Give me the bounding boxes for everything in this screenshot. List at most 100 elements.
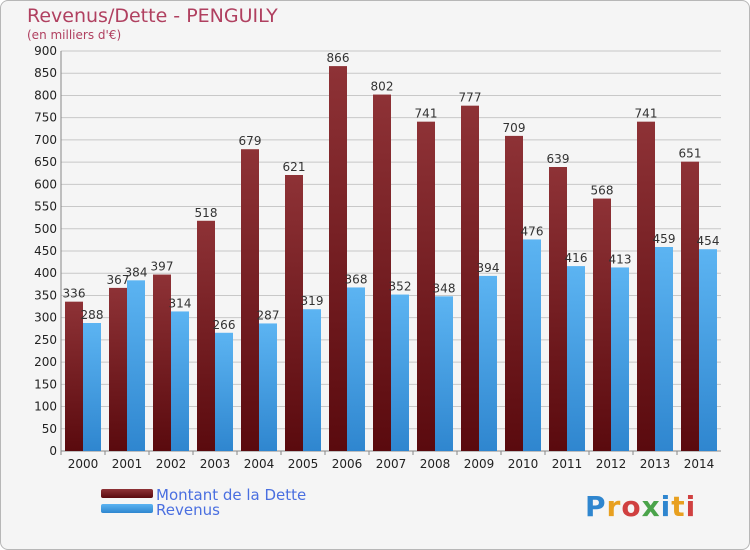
bars-layer — [65, 66, 717, 452]
bar-dette — [505, 135, 523, 451]
y-tick-label: 50 — [42, 422, 57, 436]
data-label-revenus: 416 — [565, 251, 588, 265]
bar-revenus — [655, 247, 673, 451]
data-label-dette: 741 — [635, 107, 658, 121]
data-label-revenus: 319 — [301, 294, 324, 308]
data-label-dette: 802 — [371, 80, 394, 94]
data-label-dette: 568 — [591, 184, 614, 198]
data-label-dette: 741 — [415, 107, 438, 121]
y-tick-label: 800 — [34, 88, 57, 102]
legend-swatch-revenus — [101, 504, 153, 513]
bar-dette — [153, 274, 171, 451]
bar-dette — [549, 167, 567, 451]
data-label-revenus: 394 — [477, 261, 500, 275]
bar-revenus — [611, 267, 629, 451]
x-tick-label: 2003 — [200, 457, 231, 471]
data-label-revenus: 348 — [433, 281, 456, 295]
bar-revenus — [479, 275, 497, 451]
bar-dette — [65, 301, 83, 451]
bar-revenus — [303, 309, 321, 451]
logo-letter: o — [621, 490, 642, 523]
x-tick-label: 2008 — [420, 457, 451, 471]
y-tick-label: 500 — [34, 222, 57, 236]
data-label-dette: 651 — [679, 147, 702, 161]
data-label-dette: 367 — [107, 273, 130, 287]
data-label-dette: 397 — [151, 260, 174, 274]
bar-revenus — [699, 249, 717, 451]
data-label-revenus: 476 — [521, 224, 544, 238]
x-tick-label: 2013 — [640, 457, 671, 471]
y-tick-label: 200 — [34, 355, 57, 369]
legend-label-dette: Montant de la Dette — [156, 486, 307, 504]
bar-revenus — [83, 323, 101, 451]
y-tick-label: 450 — [34, 244, 57, 258]
bar-dette — [197, 220, 215, 451]
data-label-dette: 866 — [327, 51, 350, 65]
bar-dette — [373, 94, 391, 452]
logo-letter: i — [660, 490, 672, 523]
data-label-dette: 639 — [547, 152, 570, 166]
x-tick-label: 2014 — [684, 457, 715, 471]
data-label-revenus: 266 — [213, 318, 236, 332]
bar-dette — [593, 198, 611, 451]
bar-dette — [285, 175, 303, 451]
y-tick-label: 550 — [34, 200, 57, 214]
y-tick-label: 350 — [34, 288, 57, 302]
data-label-revenus: 459 — [653, 232, 676, 246]
x-tick-label: 2006 — [332, 457, 363, 471]
labels-layer: 0 50 100 150 200 250 300 350 400 450 500 550 600 650 7… — [34, 44, 719, 471]
data-label-revenus: 368 — [345, 272, 368, 286]
bar-dette — [461, 105, 479, 452]
bar-revenus — [435, 296, 453, 451]
y-tick-label: 700 — [34, 133, 57, 147]
bar-dette — [109, 287, 127, 451]
logo-letter: t — [671, 490, 686, 523]
bar-dette — [417, 121, 435, 452]
x-tick-label: 2007 — [376, 457, 407, 471]
data-label-revenus: 287 — [257, 308, 280, 322]
data-label-dette: 518 — [195, 206, 218, 220]
data-label-revenus: 314 — [169, 296, 192, 310]
data-label-dette: 709 — [503, 121, 526, 135]
y-tick-label: 600 — [34, 177, 57, 191]
bar-revenus — [259, 323, 277, 451]
x-tick-label: 2001 — [112, 457, 143, 471]
x-tick-label: 2009 — [464, 457, 495, 471]
logo-letter: x — [641, 490, 661, 523]
y-tick-label: 100 — [34, 400, 57, 414]
x-tick-label: 2010 — [508, 457, 539, 471]
bar-dette — [637, 121, 655, 452]
y-tick-label: 750 — [34, 111, 57, 125]
chart-title: Revenus/Dette - PENGUILY — [27, 5, 278, 27]
proxiti-logo: Proxiti — [585, 490, 696, 523]
legend-label-revenus: Revenus — [156, 501, 220, 519]
bar-dette — [329, 66, 347, 451]
x-tick-label: 2004 — [244, 457, 275, 471]
x-tick-label: 2011 — [552, 457, 583, 471]
bar-revenus — [567, 266, 585, 451]
y-tick-label: 250 — [34, 333, 57, 347]
bar-revenus — [127, 280, 145, 451]
y-tick-label: 900 — [34, 44, 57, 58]
data-label-revenus: 288 — [81, 308, 104, 322]
logo-letter: r — [606, 490, 622, 523]
x-tick-label: 2002 — [156, 457, 187, 471]
y-tick-label: 400 — [34, 266, 57, 280]
data-label-revenus: 454 — [697, 234, 720, 248]
bar-revenus — [523, 239, 541, 451]
data-label-revenus: 384 — [125, 265, 148, 279]
data-label-revenus: 413 — [609, 252, 632, 266]
bar-revenus — [171, 311, 189, 451]
legend-swatch-dette — [101, 489, 153, 498]
bar-revenus — [215, 332, 233, 451]
y-tick-label: 300 — [34, 311, 57, 325]
bar-revenus — [347, 287, 365, 451]
data-label-dette: 777 — [459, 91, 482, 105]
bar-dette — [681, 161, 699, 451]
data-label-dette: 679 — [239, 134, 262, 148]
data-label-revenus: 352 — [389, 280, 412, 294]
data-label-dette: 336 — [63, 287, 86, 301]
logo-letter: i — [685, 490, 697, 523]
